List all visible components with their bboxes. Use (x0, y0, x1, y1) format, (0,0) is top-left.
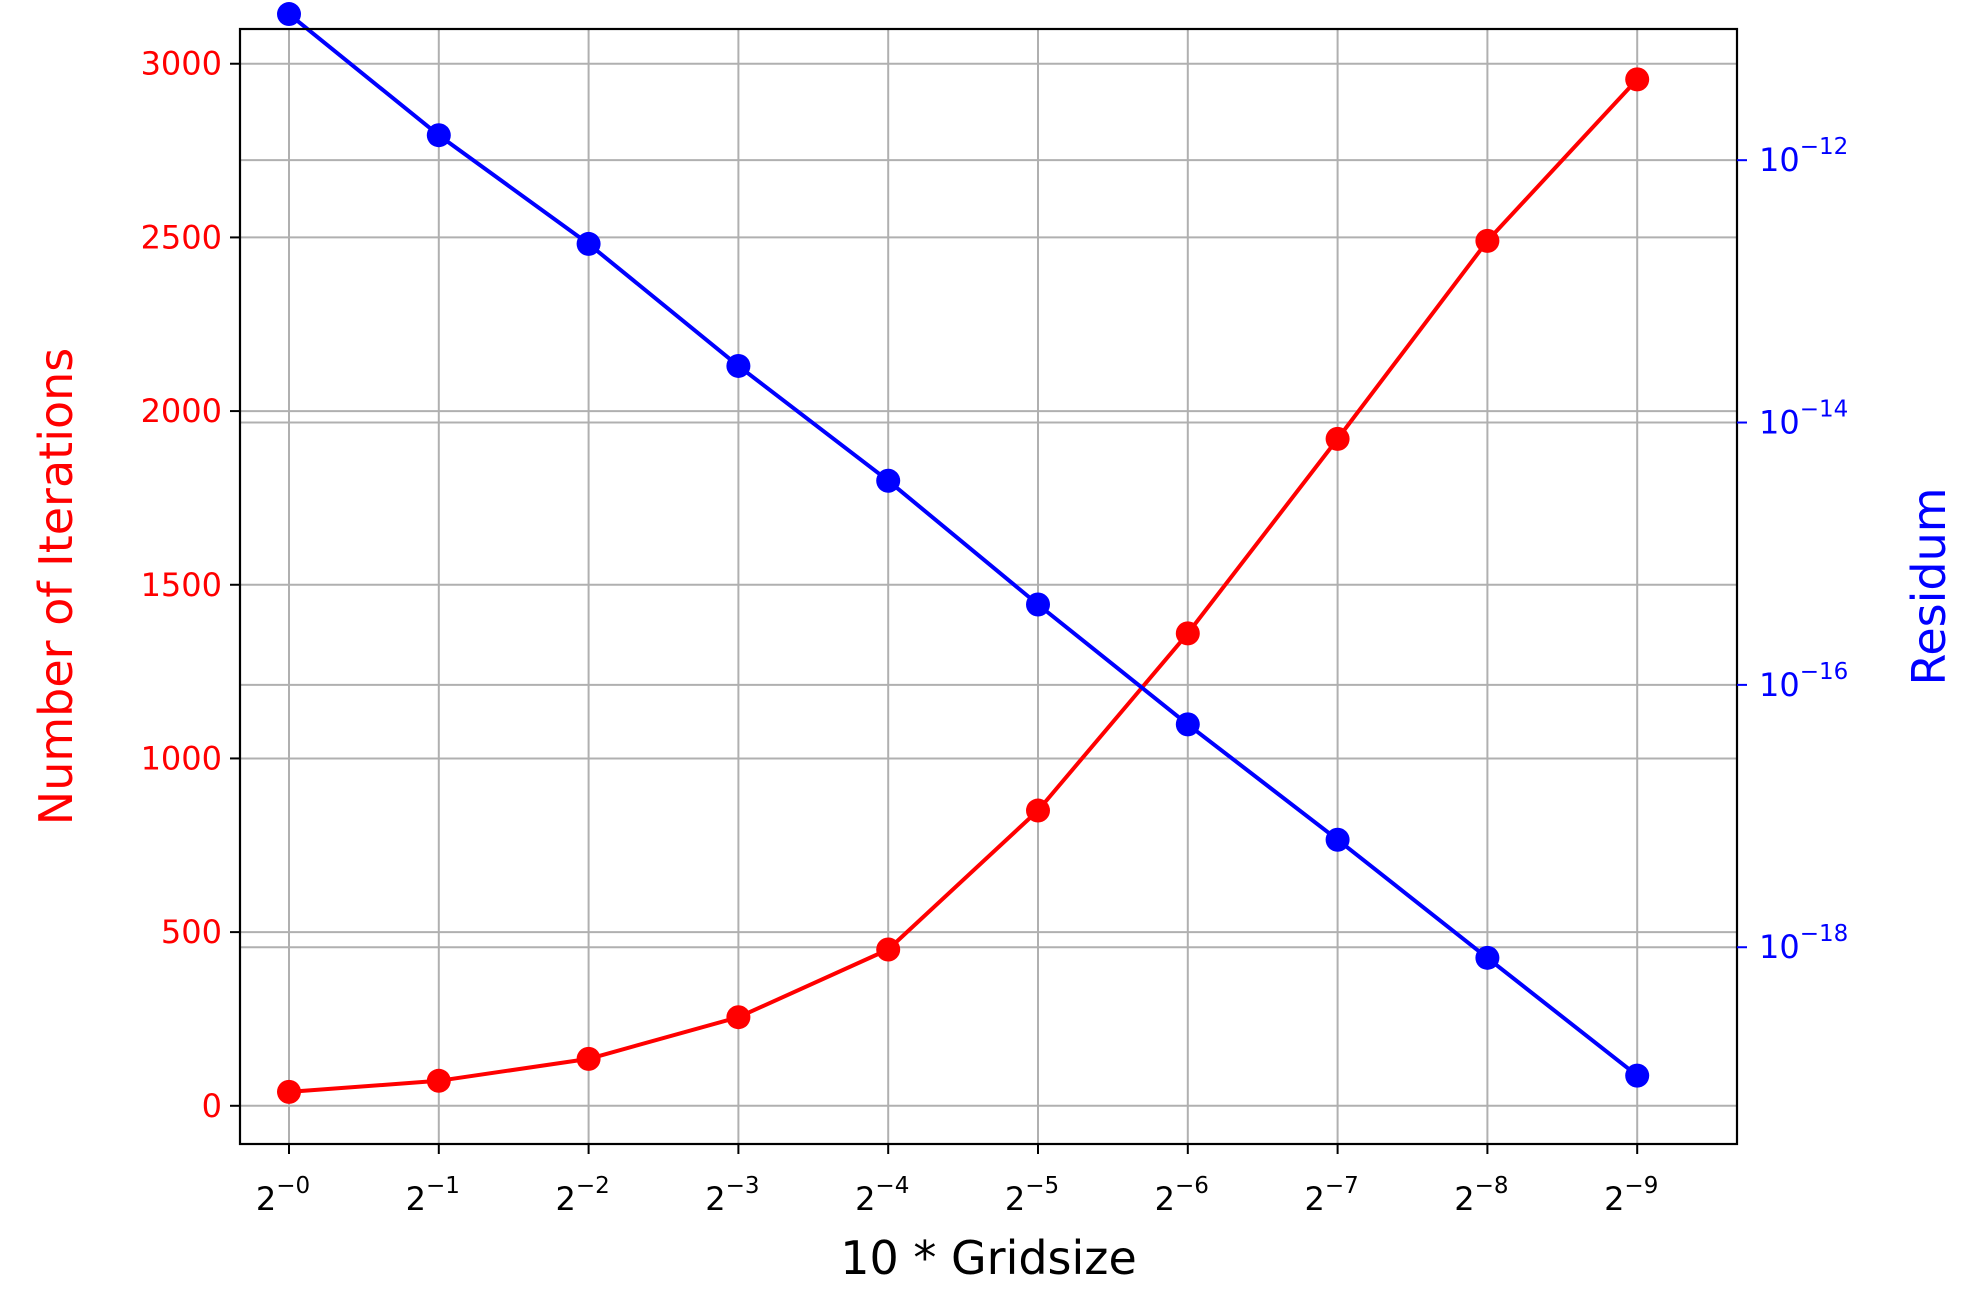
series-left-point (726, 1005, 751, 1030)
series-left-point (576, 1046, 601, 1071)
left-y-tick-label: 1000 (141, 739, 222, 777)
series-layer (277, 2, 1650, 1104)
x-tick-label: 2−4 (855, 1173, 909, 1218)
grid-lines (240, 29, 1737, 1144)
series-left-point (277, 1079, 301, 1104)
series-left-line (288, 78, 1639, 1094)
series-left-point (876, 937, 901, 962)
series-right-point (576, 231, 601, 256)
left-y-tick-label: 2500 (141, 218, 222, 256)
left-y-axis-label: Number of Iterations (29, 348, 83, 825)
series-right-point (1325, 827, 1350, 852)
left-y-tick-label: 2000 (141, 392, 222, 430)
series-right-point (1625, 1063, 1650, 1088)
series-right-point (1475, 945, 1500, 970)
series-right-point (1026, 592, 1050, 617)
series-right-point (426, 123, 451, 148)
series-left-point (1175, 621, 1200, 646)
series-right-point (726, 353, 751, 378)
plot-frame (238, 27, 1739, 1146)
series-left-point (1325, 426, 1350, 451)
left-y-tick-label: 500 (161, 913, 222, 951)
series-right-line (287, 12, 1639, 1078)
right-y-axis-label: Residum (1902, 487, 1956, 685)
series-left-point (1625, 67, 1650, 92)
series-left-point (1026, 798, 1050, 823)
series-right-point (277, 2, 301, 27)
left-y-tick-label: 1500 (141, 566, 222, 604)
series-right-point (876, 468, 901, 493)
x-axis-label: 10 * Gridsize (840, 1231, 1137, 1285)
left-y-tick-label: 0 (202, 1087, 222, 1125)
left-y-tick-label: 3000 (141, 45, 222, 83)
series-right-point (1175, 712, 1200, 737)
series-left-point (426, 1068, 451, 1093)
series-left-point (1475, 228, 1500, 253)
